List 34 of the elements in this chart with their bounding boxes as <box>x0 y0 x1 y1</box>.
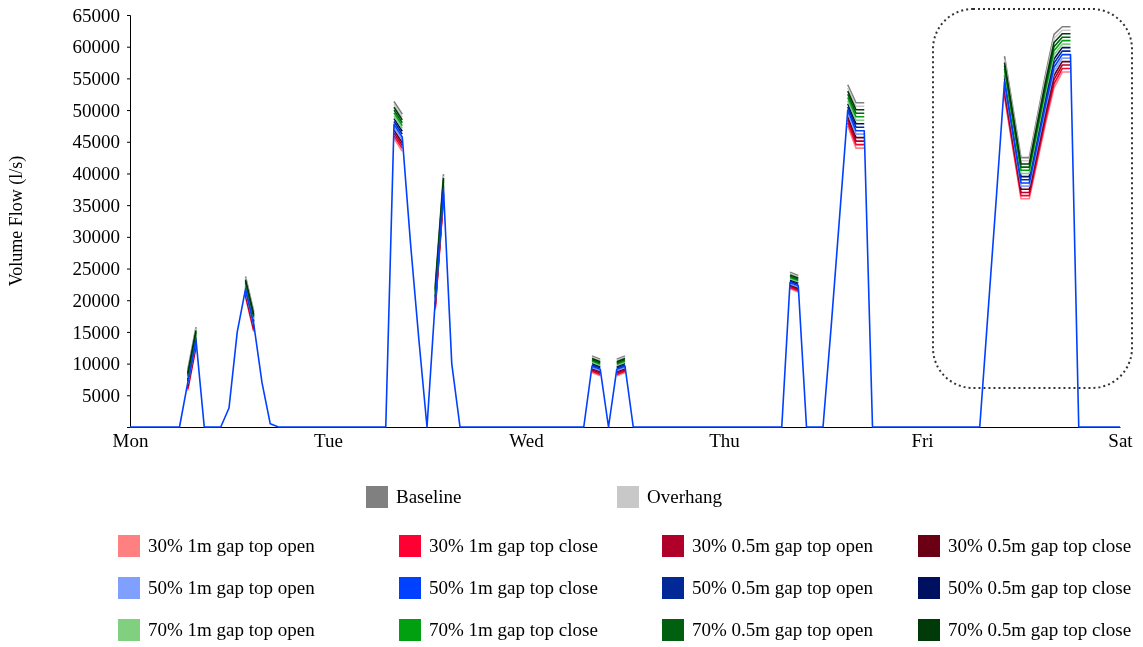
y-tick-label: 55000 <box>72 67 120 89</box>
legend-label: 70% 1m gap top close <box>429 619 598 640</box>
x-tick-label: Sat <box>1108 430 1134 452</box>
y-tick-label: 15000 <box>72 321 120 343</box>
legend-label: 50% 1m gap top close <box>429 577 598 598</box>
legend-label: Overhang <box>647 486 723 507</box>
y-tick-label: 10000 <box>72 353 120 375</box>
x-tick-label: Fri <box>911 430 934 452</box>
legend-label: 50% 0.5m gap top open <box>692 577 874 598</box>
y-axis-title: Volume Flow (l/s) <box>6 155 27 287</box>
y-tick-label: 60000 <box>72 36 120 58</box>
legend-label: 70% 0.5m gap top open <box>692 619 874 640</box>
y-tick-label: 5000 <box>82 384 120 406</box>
legend-label: 30% 0.5m gap top open <box>692 535 874 556</box>
y-tick-label: 25000 <box>72 258 120 280</box>
legend-label: 50% 0.5m gap top close <box>948 577 1132 598</box>
y-tick-label: 50000 <box>72 99 120 121</box>
legend-label: 50% 1m gap top open <box>148 577 316 598</box>
y-tick-label: 40000 <box>72 163 120 185</box>
legend-label: 30% 1m gap top close <box>429 535 598 556</box>
legend-label: 30% 0.5m gap top close <box>948 535 1132 556</box>
legend-label: 30% 1m gap top open <box>148 535 316 556</box>
y-tick-label: 30000 <box>72 226 120 248</box>
x-tick-label: Wed <box>509 430 545 452</box>
y-tick-label: 35000 <box>72 194 120 216</box>
x-tick-label: Thu <box>709 430 741 452</box>
x-tick-label: Tue <box>314 430 343 452</box>
y-tick-label: 45000 <box>72 131 120 153</box>
y-tick-label: 65000 <box>72 4 120 26</box>
legend-label: 70% 0.5m gap top close <box>948 619 1132 640</box>
y-tick-label: 20000 <box>72 289 120 311</box>
legend-label: 70% 1m gap top open <box>148 619 316 640</box>
x-tick-label: Mon <box>112 430 149 452</box>
legend-label: Baseline <box>396 486 462 507</box>
